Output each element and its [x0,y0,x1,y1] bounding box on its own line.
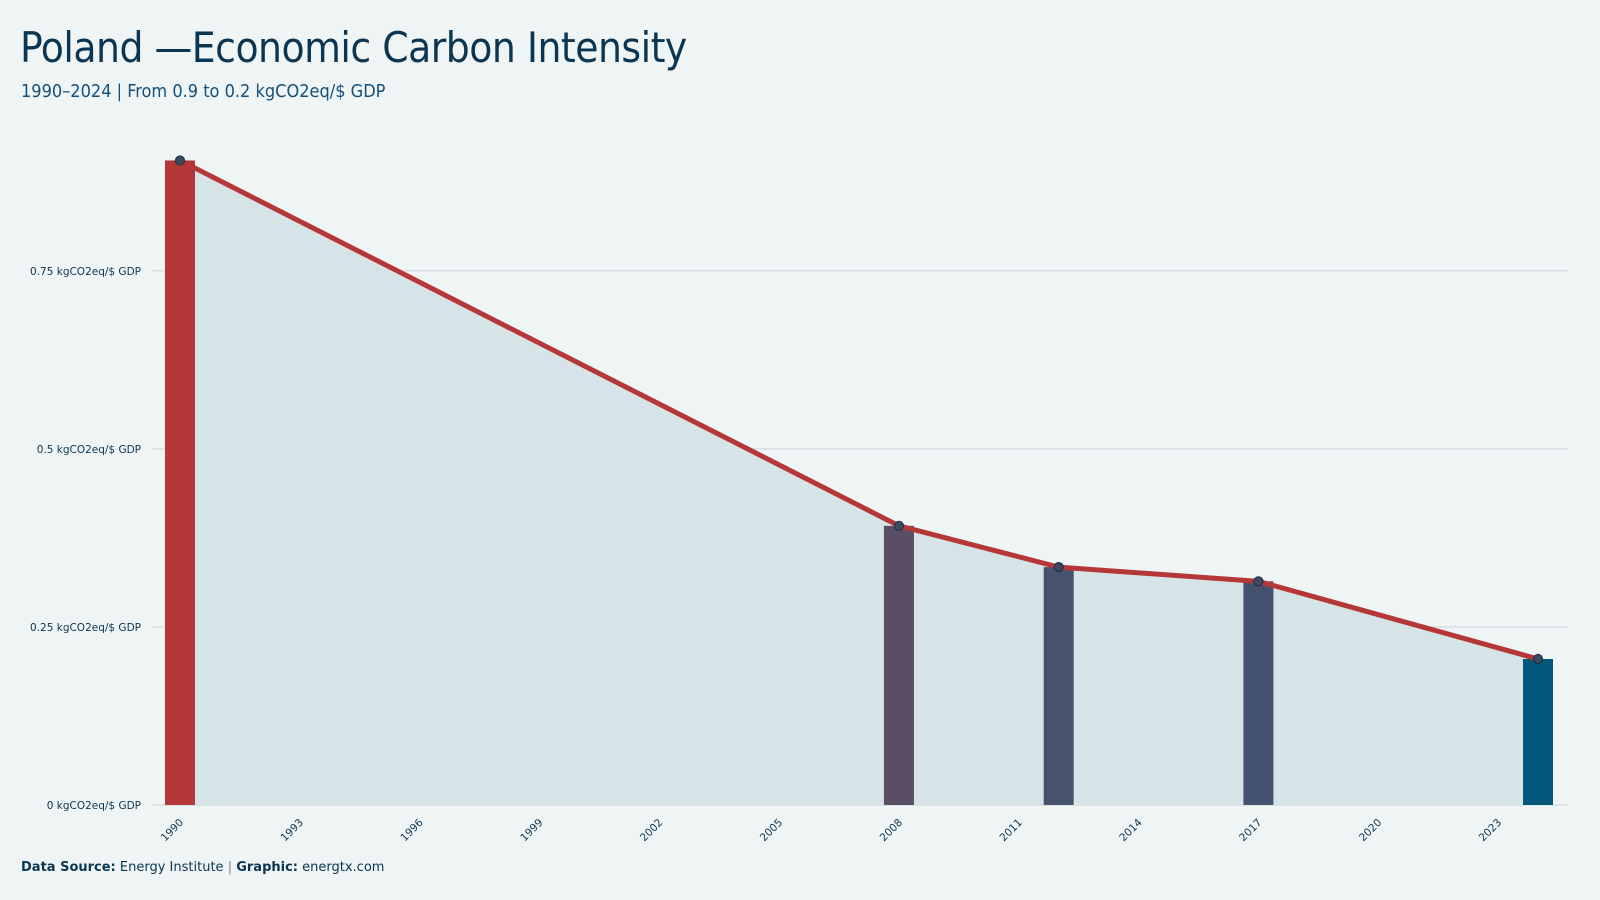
data-points [174,155,1544,665]
data-point [893,520,905,531]
highlight-bar [1043,567,1074,805]
graphic-value: energtx.com [302,860,385,875]
y-tick-label: 0.25 kgCO2eq/$ GDP [30,622,141,634]
source-label: Data Source: [21,860,116,875]
x-tick-label: 2020 [1357,817,1384,844]
y-tick-label: 0.75 kgCO2eq/$ GDP [30,266,141,278]
highlight-bar [165,160,195,805]
chart-subtitle: 1990–2024 | From 0.9 to 0.2 kgCO2eq/$ GD… [21,81,386,102]
x-axis: 1990 1993 1996 1999 2002 2005 2008 2011 2014 2017… [159,816,1504,844]
footer-separator: | [227,860,233,875]
x-tick-label: 2023 [1477,817,1504,844]
area-fill [180,160,1538,805]
x-tick-label: 2002 [638,817,665,844]
area-layer [180,160,1538,805]
data-point [1253,576,1264,587]
y-tick-label: 0.5 kgCO2eq/$ GDP [37,444,141,456]
x-tick-label: 2008 [878,817,905,844]
x-tick-label: 2014 [1117,816,1145,844]
data-source-footer: Data Source: Energy Institute | Graphic:… [21,860,384,875]
x-tick-label: 1996 [398,816,426,844]
y-axis: 0 kgCO2eq/$ GDP 0.25 kgCO2eq/$ GDP 0.5 kgC… [30,266,141,812]
x-tick-label: 2017 [1237,817,1264,844]
x-tick-label: 1993 [279,817,306,844]
highlight-bar [1523,658,1553,805]
data-point [174,155,186,166]
chart-title: Poland —Economic Carbon Intensity [20,23,687,72]
x-tick-label: 1999 [518,817,545,844]
data-point [1532,653,1544,665]
x-tick-label: 2011 [997,817,1024,844]
x-tick-label: 2005 [758,817,785,844]
highlight-bar [883,525,914,805]
highlight-bars [165,160,1553,805]
data-point [1053,562,1064,573]
y-tick-label: 0 kgCO2eq/$ GDP [47,800,141,812]
x-tick-label: 1990 [159,817,186,844]
graphic-label: Graphic: [236,860,298,875]
source-value: Energy Institute [119,860,224,875]
highlight-bar [1243,581,1274,805]
